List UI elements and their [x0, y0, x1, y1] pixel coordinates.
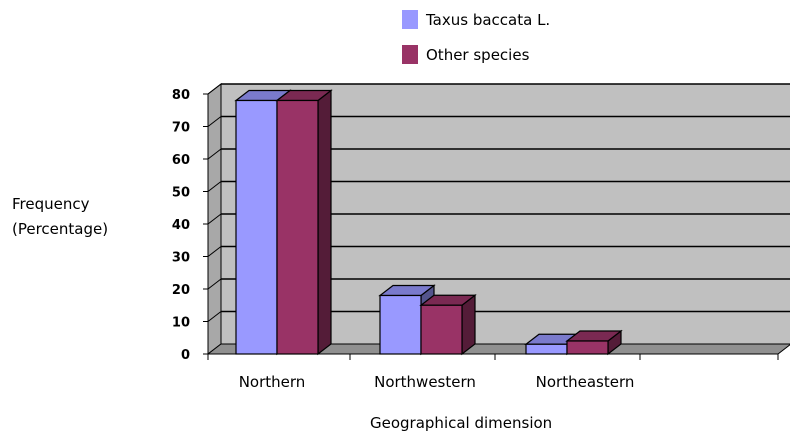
bar — [275, 89, 333, 356]
gridline-side — [207, 116, 222, 127]
y-tick-label: 40 — [172, 218, 190, 233]
y-tick-label: 20 — [172, 283, 190, 298]
legend-swatch-taxus — [402, 10, 418, 29]
y-tick-label: 70 — [172, 121, 190, 136]
y-axis-title-line-1: Frequency — [12, 195, 90, 213]
gridline-side — [207, 278, 222, 290]
y-tick-label: 50 — [172, 186, 190, 201]
gridline-side — [207, 83, 222, 95]
bar — [419, 294, 477, 356]
x-tick-label: Northeastern — [536, 373, 635, 391]
x-tick-label: Northern — [239, 373, 306, 391]
gridline-side — [207, 311, 222, 322]
legend-label-other: Other species — [426, 46, 530, 64]
gridline-side — [207, 181, 222, 192]
legend-swatch-other — [402, 45, 418, 64]
bar-front — [566, 340, 609, 355]
gridline-side — [207, 213, 222, 225]
y-tick-label: 0 — [181, 348, 190, 363]
bar-front — [379, 294, 422, 355]
y-tick-label: 30 — [172, 251, 190, 266]
bar-front — [235, 99, 278, 355]
bar-side — [317, 89, 332, 356]
legend: Taxus baccata L. Other species — [402, 10, 550, 64]
y-axis: 0 10 20 30 40 50 60 70 80 — [172, 88, 209, 363]
x-axis: Northern Northwestern Northeastern — [207, 353, 779, 391]
bar-front — [276, 99, 319, 355]
gridline-side — [207, 148, 222, 160]
y-tick-label: 10 — [172, 316, 190, 331]
legend-label-taxus: Taxus baccata L. — [425, 11, 550, 29]
gridline-side — [207, 246, 222, 257]
y-tick-label: 60 — [172, 153, 190, 168]
bar — [565, 329, 623, 356]
bars — [234, 89, 623, 356]
bar-front — [525, 343, 568, 355]
y-tick-label: 80 — [172, 88, 190, 103]
bar-front — [420, 304, 463, 355]
y-axis-title-line-2: (Percentage) — [12, 220, 108, 238]
x-axis-title: Geographical dimension — [370, 414, 552, 432]
x-tick-label: Northwestern — [374, 373, 476, 391]
